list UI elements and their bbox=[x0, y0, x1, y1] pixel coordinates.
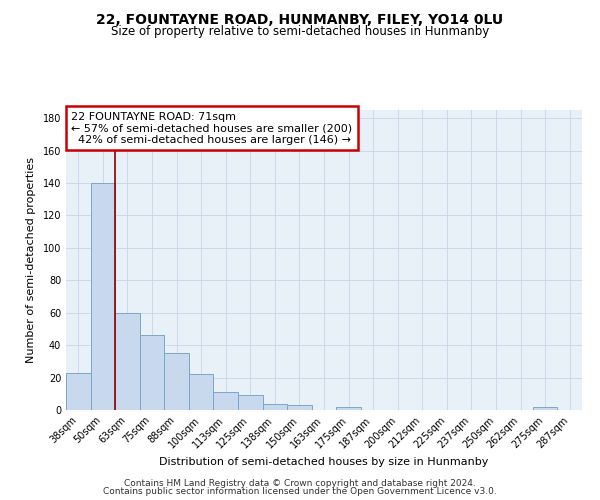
Text: 22, FOUNTAYNE ROAD, HUNMANBY, FILEY, YO14 0LU: 22, FOUNTAYNE ROAD, HUNMANBY, FILEY, YO1… bbox=[97, 12, 503, 26]
Y-axis label: Number of semi-detached properties: Number of semi-detached properties bbox=[26, 157, 35, 363]
Bar bbox=[336, 407, 361, 410]
Text: 22 FOUNTAYNE ROAD: 71sqm
← 57% of semi-detached houses are smaller (200)
  42% o: 22 FOUNTAYNE ROAD: 71sqm ← 57% of semi-d… bbox=[71, 112, 352, 144]
Bar bbox=[533, 407, 557, 410]
Bar bbox=[189, 374, 214, 410]
Bar bbox=[140, 336, 164, 410]
Bar bbox=[66, 372, 91, 410]
Bar bbox=[164, 353, 189, 410]
Bar bbox=[287, 405, 312, 410]
Text: Contains HM Land Registry data © Crown copyright and database right 2024.: Contains HM Land Registry data © Crown c… bbox=[124, 478, 476, 488]
X-axis label: Distribution of semi-detached houses by size in Hunmanby: Distribution of semi-detached houses by … bbox=[160, 457, 488, 467]
Text: Contains public sector information licensed under the Open Government Licence v3: Contains public sector information licen… bbox=[103, 487, 497, 496]
Bar bbox=[91, 183, 115, 410]
Bar bbox=[238, 396, 263, 410]
Bar bbox=[263, 404, 287, 410]
Text: Size of property relative to semi-detached houses in Hunmanby: Size of property relative to semi-detach… bbox=[111, 25, 489, 38]
Bar bbox=[214, 392, 238, 410]
Bar bbox=[115, 312, 140, 410]
